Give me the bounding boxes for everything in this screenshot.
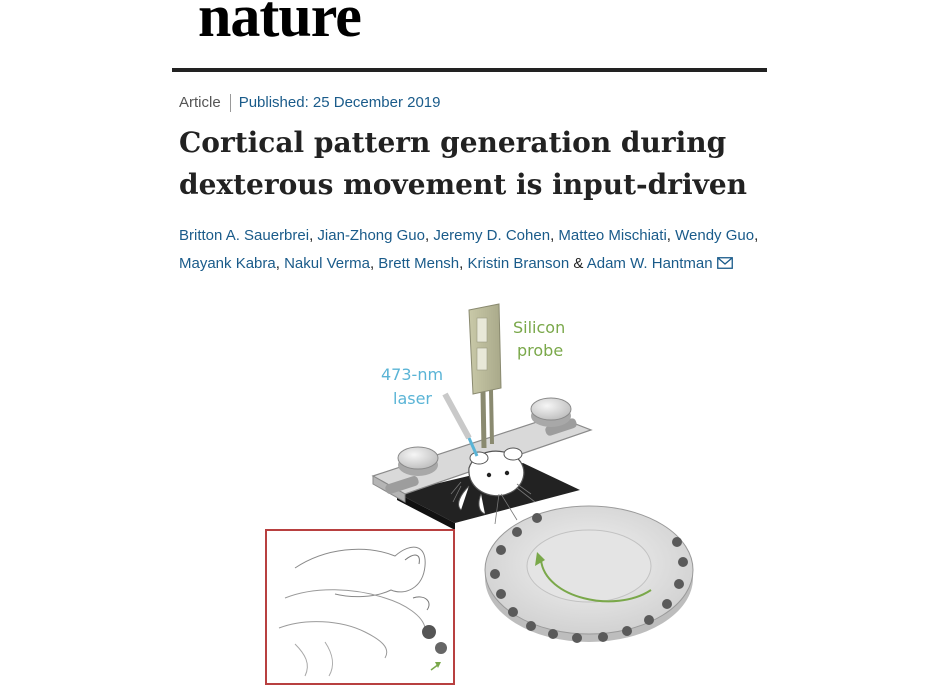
probe-label-line-2: probe (517, 341, 563, 360)
article-title: Cortical pattern generation during dexte… (179, 122, 779, 206)
author-separator: & (569, 255, 587, 272)
author-list: Britton A. Sauerbrei, Jian-Zhong Guo, Je… (179, 222, 779, 278)
author-link[interactable]: Nakul Verma (284, 255, 370, 272)
laser-label-line-1: 473-nm (381, 365, 443, 384)
pellet-dish (484, 505, 694, 643)
author-link[interactable]: Jian-Zhong Guo (317, 227, 425, 244)
author-separator: , (666, 227, 676, 244)
mouse-head (450, 447, 536, 525)
meta-divider (229, 94, 231, 112)
author-link[interactable]: Britton A. Sauerbrei (179, 227, 310, 244)
silicon-probe (468, 303, 502, 449)
knob-left (397, 446, 439, 476)
author-separator: , (459, 255, 468, 272)
author-link[interactable]: Matteo Mischiati (558, 227, 667, 244)
laser-label-line-2: laser (393, 389, 432, 408)
author-separator: , (369, 255, 379, 272)
article-title-line-2: dexterous movement is input-driven (179, 168, 748, 201)
author-separator: , (754, 227, 759, 244)
author-separator: , (425, 227, 434, 244)
laser-fiber (442, 392, 479, 457)
journal-logo[interactable]: nature (198, 0, 362, 49)
probe-label-line-1: Silicon (513, 318, 565, 337)
author-separator: , (275, 255, 285, 272)
header-rule (172, 68, 767, 72)
author-link[interactable]: Jeremy D. Cohen (433, 227, 551, 244)
author-separator: , (309, 227, 318, 244)
author-link[interactable]: Brett Mensh (378, 255, 460, 272)
corresponding-author-link[interactable]: Adam W. Hantman (586, 255, 713, 272)
published-date: Published: 25 December 2019 (238, 94, 441, 111)
knob-right (530, 397, 572, 427)
reaching-inset (265, 529, 455, 685)
author-link[interactable]: Mayank Kabra (179, 255, 276, 272)
article-type: Article (179, 94, 221, 111)
article-meta: Article Published: 25 December 2019 (179, 94, 440, 112)
author-link[interactable]: Kristin Branson (467, 255, 570, 272)
author-separator: , (550, 227, 559, 244)
mail-icon[interactable] (716, 257, 733, 269)
author-link[interactable]: Wendy Guo (675, 227, 755, 244)
graphical-abstract-figure: Silicon probe 473-nm laser (265, 303, 694, 685)
article-title-line-1: Cortical pattern generation during (179, 126, 727, 159)
